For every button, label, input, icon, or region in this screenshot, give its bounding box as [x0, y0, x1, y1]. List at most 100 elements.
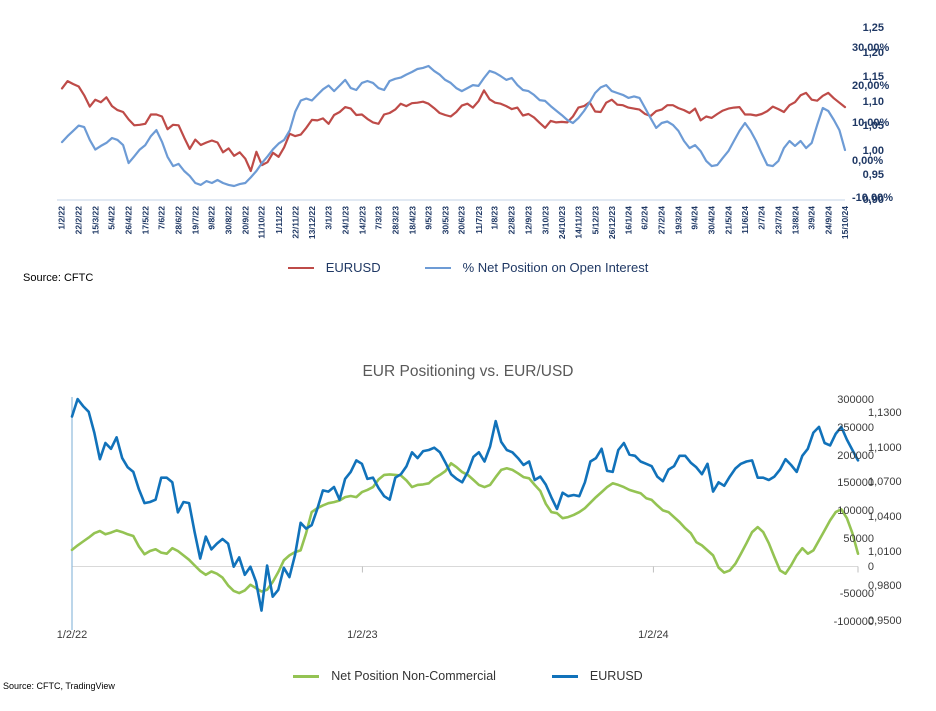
x-axis-tick-label: 3/1/23 [323, 206, 334, 230]
x-axis-tick-label: 27/2/24 [656, 206, 667, 235]
y-axis-tick-label: 1,15 [862, 71, 884, 84]
y-axis-tick-label: 1,00 [862, 144, 884, 157]
x-axis-tick-label: 14/2/23 [356, 206, 367, 235]
x-axis-tick-label: 12/9/23 [523, 206, 534, 235]
y-axis-tick-label: 0,90 [862, 194, 884, 206]
y-axis-tick-label: 1,20 [862, 46, 884, 59]
legend-item-eurusd: EURUSD [287, 260, 381, 275]
y-axis-tick-label: 200000 [837, 449, 874, 462]
legend-label-eurusd: EURUSD [325, 260, 381, 275]
eurusd-bottom-line-swatch [551, 674, 578, 678]
x-axis-tick-label: 17/5/22 [140, 206, 151, 235]
x-axis-tick-label: 9/4/24 [690, 206, 701, 230]
x-axis-tick-label: 1/8/23 [490, 206, 501, 230]
x-axis-tick-label: 7/3/23 [373, 206, 384, 230]
x-axis-tick-label: 20/6/23 [456, 206, 467, 235]
x-axis-tick-label: 1/2/22 [57, 206, 67, 230]
y-axis-tick-label: 30,00% [852, 42, 890, 54]
y-axis-tick-label: 50000 [843, 532, 874, 545]
x-axis-tick-label: 1/2/22 [56, 629, 88, 641]
legend-label-net-position-pct: % Net Position on Open Interest [462, 260, 649, 275]
bottom-chart-source: Source: CFTC, TradingView [3, 681, 115, 691]
x-axis-tick-label: 22/8/23 [506, 206, 517, 235]
x-axis-tick-label: 28/6/22 [173, 206, 184, 235]
x-axis-tick-label: 3/10/23 [540, 206, 551, 235]
x-axis-tick-label: 20/9/22 [240, 206, 251, 235]
x-axis-tick-label: 11/6/24 [740, 206, 750, 234]
net-position-pct-line-swatch [424, 266, 451, 269]
bottom-chart-title: EUR Positioning vs. EUR/USD [362, 363, 574, 380]
x-axis-tick-label: 1/11/22 [273, 206, 284, 234]
x-axis-tick-label: 14/11/23 [573, 206, 584, 239]
y-axis-tick-label: 150000 [837, 477, 874, 490]
top-chart-source: Source: CFTC [23, 272, 94, 284]
legend-label-net-position: Net Position Non-Commercial [331, 669, 496, 683]
series-line-eurusd [70, 397, 860, 612]
y-axis-tick-label: 1,0100 [868, 545, 902, 558]
y-axis-tick-label: 1,1300 [868, 407, 902, 419]
y-axis-tick-label: 1,1000 [868, 441, 902, 454]
x-axis-tick-label: 6/2/24 [640, 206, 651, 230]
x-axis-tick-label: 30/4/24 [706, 206, 717, 235]
x-axis-tick-label: 22/11/22 [290, 206, 301, 239]
x-axis-tick-label: 13/8/24 [790, 206, 800, 235]
x-axis-tick-label: 3/9/24 [806, 206, 817, 230]
y-axis-tick-label: 1,0400 [868, 511, 902, 523]
x-axis-tick-label: 13/12/22 [306, 206, 317, 240]
x-axis-tick-label: 15/3/22 [90, 206, 101, 235]
y-axis-tick-label: 250000 [837, 421, 874, 434]
x-axis-tick-label: 18/4/23 [406, 206, 417, 235]
legend-label-eurusd-bottom: EURUSD [589, 669, 643, 683]
x-axis-tick-label: 26/12/23 [606, 206, 617, 240]
x-axis-tick-label: 1/2/24 [638, 629, 669, 641]
x-axis-tick-label: 19/3/24 [673, 206, 684, 235]
y-axis-tick-label: 0,9500 [868, 615, 902, 627]
x-axis-tick-label: 7/6/22 [157, 206, 167, 230]
x-axis-tick-label: 1/2/23 [347, 629, 378, 641]
x-axis-tick-label: 28/3/23 [390, 206, 401, 235]
y-axis-tick-label: 100000 [837, 505, 874, 517]
x-axis-tick-label: 21/5/24 [723, 206, 734, 235]
y-axis-tick-label: 300000 [837, 394, 874, 406]
y-axis-tick-label: -50000 [839, 588, 874, 601]
legend-item-net-position-pct: % Net Position on Open Interest [424, 260, 649, 275]
x-axis-tick-label: 15/10/24 [840, 206, 850, 240]
x-axis-tick-label: 30/8/22 [223, 206, 234, 235]
y-axis-tick-label: 0,00% [852, 154, 884, 167]
y-axis-tick-label: -10,00% [852, 192, 893, 204]
y-axis-tick-label: 1,25 [862, 22, 884, 34]
x-axis-tick-label: 11/7/23 [473, 206, 484, 234]
x-axis-tick-label: 26/4/22 [123, 206, 134, 235]
x-axis-tick-label: 5/4/22 [107, 206, 117, 230]
x-axis-tick-label: 30/5/23 [440, 206, 451, 235]
y-axis-tick-label: 0,9800 [868, 580, 902, 593]
x-axis-tick-label: 5/12/23 [590, 206, 601, 235]
eurusd-line-swatch [287, 266, 314, 269]
series-line-net-position-non-commercial [70, 461, 860, 595]
x-axis-tick-label: 2/7/24 [756, 206, 767, 230]
net-position-line-swatch [293, 674, 320, 678]
x-axis-tick-label: 11/10/22 [256, 206, 267, 239]
x-axis-tick-label: 23/7/24 [773, 206, 784, 235]
series-line--net-position-on-open-interest [60, 64, 847, 188]
legend-item-net-position: Net Position Non-Commercial [293, 669, 496, 683]
x-axis-tick-label: 16/1/24 [623, 206, 634, 235]
bottom-chart-legend: Net Position Non-Commercial EURUSD [0, 669, 936, 683]
x-axis-tick-label: 24/9/24 [823, 206, 834, 235]
x-axis-tick-label: 24/10/23 [556, 206, 567, 240]
x-axis-tick-label: 24/1/23 [340, 206, 351, 235]
y-axis-tick-label: -100000 [833, 616, 874, 628]
y-axis-tick-label: 20,00% [852, 79, 890, 92]
y-axis-tick-label: 10,00% [852, 117, 890, 129]
y-axis-tick-label: 1,10 [862, 95, 884, 108]
y-axis-tick-label: 1,0700 [868, 476, 902, 489]
y-axis-tick-label: 0 [867, 560, 874, 573]
series-line-eurusd [60, 79, 847, 173]
y-axis-tick-label: 1,05 [862, 120, 884, 133]
y-axis-tick-label: 0,95 [862, 169, 884, 182]
x-axis-tick-label: 9/5/23 [423, 206, 434, 230]
x-axis-tick-label: 22/2/22 [73, 206, 84, 235]
x-axis-tick-label: 19/7/22 [190, 206, 201, 235]
